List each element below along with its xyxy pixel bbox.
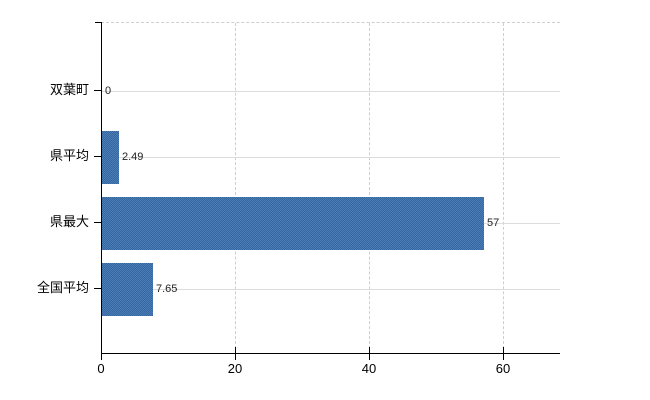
category-label: 双葉町 bbox=[49, 82, 89, 97]
y-axis-tick bbox=[94, 156, 101, 157]
y-axis-end-tick bbox=[95, 22, 101, 23]
gridline-vertical bbox=[369, 23, 370, 354]
category-label: 全国平均 bbox=[36, 280, 89, 295]
gridline-horizontal bbox=[101, 91, 560, 92]
gridline-horizontal bbox=[101, 157, 560, 158]
x-axis bbox=[101, 353, 560, 354]
value-label: 2.49 bbox=[122, 151, 144, 163]
value-label: 57 bbox=[487, 217, 500, 229]
x-axis-tick bbox=[101, 347, 102, 360]
x-tick-label: 0 bbox=[97, 361, 105, 376]
gridline-vertical bbox=[503, 23, 504, 354]
x-axis-tick bbox=[369, 347, 370, 360]
bar bbox=[102, 263, 153, 316]
x-tick-label: 60 bbox=[495, 361, 511, 376]
x-axis-tick bbox=[235, 347, 236, 360]
bar bbox=[102, 197, 484, 250]
bar bbox=[102, 131, 119, 184]
x-axis-tick bbox=[503, 347, 504, 360]
y-axis-tick bbox=[94, 90, 101, 91]
gridline-vertical bbox=[235, 23, 236, 354]
value-label: 7.65 bbox=[156, 283, 178, 295]
x-tick-label: 20 bbox=[227, 361, 243, 376]
y-axis bbox=[101, 22, 102, 359]
gridline-horizontal bbox=[101, 289, 560, 290]
category-label: 県平均 bbox=[49, 148, 89, 163]
y-axis-tick bbox=[94, 288, 101, 289]
y-axis-tick bbox=[94, 222, 101, 223]
plot-area: 0 2.49 57 7.65 bbox=[101, 22, 560, 354]
x-tick-label: 40 bbox=[361, 361, 377, 376]
category-label: 県最大 bbox=[49, 214, 89, 229]
value-label: 0 bbox=[105, 85, 112, 97]
